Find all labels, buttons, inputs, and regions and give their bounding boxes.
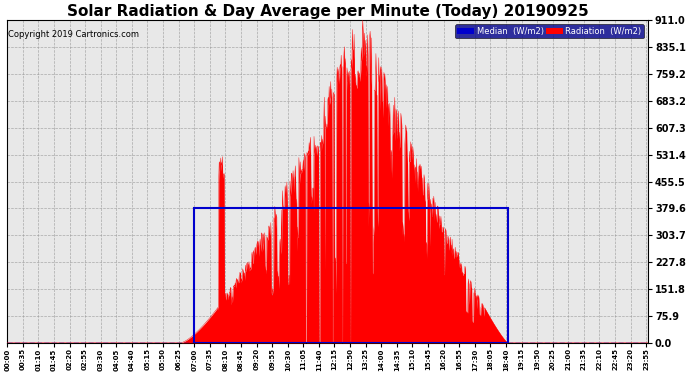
- Title: Solar Radiation & Day Average per Minute (Today) 20190925: Solar Radiation & Day Average per Minute…: [67, 4, 589, 19]
- Bar: [194, 209, 508, 343]
- Text: Copyright 2019 Cartronics.com: Copyright 2019 Cartronics.com: [8, 30, 139, 39]
- Legend: Median  (W/m2), Radiation  (W/m2): Median (W/m2), Radiation (W/m2): [455, 24, 644, 39]
